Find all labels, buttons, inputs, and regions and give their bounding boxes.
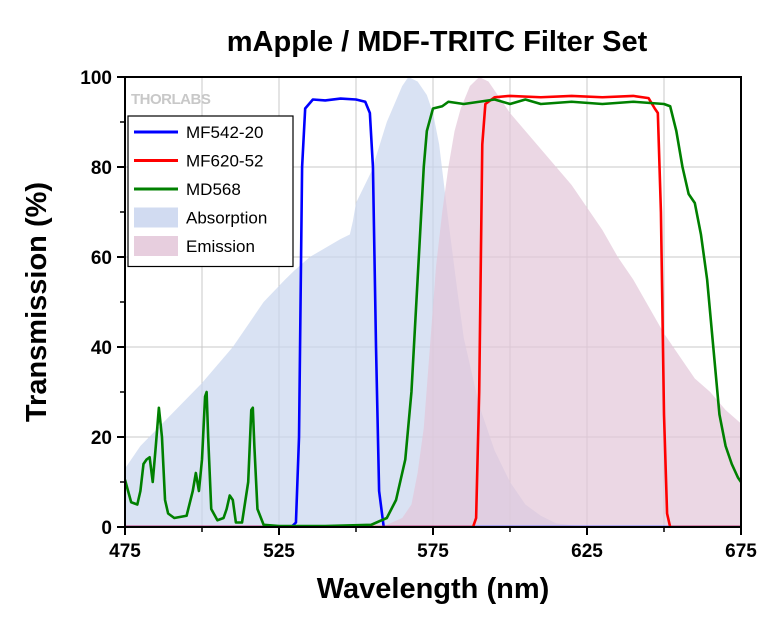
y-tick-label: 60 <box>91 248 112 269</box>
legend: MF542-20 MF620-52 MD568 Absorption Emission <box>127 115 294 268</box>
x-tick-label: 675 <box>725 541 757 562</box>
series-line-md568 <box>125 98 741 527</box>
y-tick-label: 80 <box>91 158 112 179</box>
y-tick-label: 100 <box>80 68 112 89</box>
plot-area: 475 525 575 625 675 0 20 40 60 80 100 <box>80 68 757 562</box>
legend-label: MF620-52 <box>186 152 263 171</box>
x-tick-label: 475 <box>109 541 141 562</box>
legend-swatch <box>134 207 178 228</box>
legend-label: Emission <box>186 237 255 256</box>
y-tick-label: 0 <box>101 518 112 539</box>
series-line-mf542-20 <box>125 97 741 527</box>
chart-title: mApple / MDF-TRITC Filter Set <box>227 26 648 58</box>
y-tick-label: 20 <box>91 428 112 449</box>
y-tick-label: 40 <box>91 338 112 359</box>
series-area-emission <box>125 77 741 527</box>
legend-label: Absorption <box>186 209 267 228</box>
x-tick-label: 525 <box>263 541 295 562</box>
series-area-absorption <box>125 77 741 527</box>
x-tick-label: 625 <box>571 541 603 562</box>
x-tick-label: 575 <box>417 541 449 562</box>
legend-label: MF542-20 <box>186 123 263 142</box>
legend-swatch <box>134 236 178 256</box>
thorlabs-watermark: THORLABS <box>131 91 211 108</box>
series-line-mf620-52 <box>125 94 741 527</box>
x-axis-title: Wavelength (nm) <box>317 573 550 605</box>
y-axis-title: Transmission (%) <box>21 182 53 422</box>
legend-label: MD568 <box>186 180 241 199</box>
